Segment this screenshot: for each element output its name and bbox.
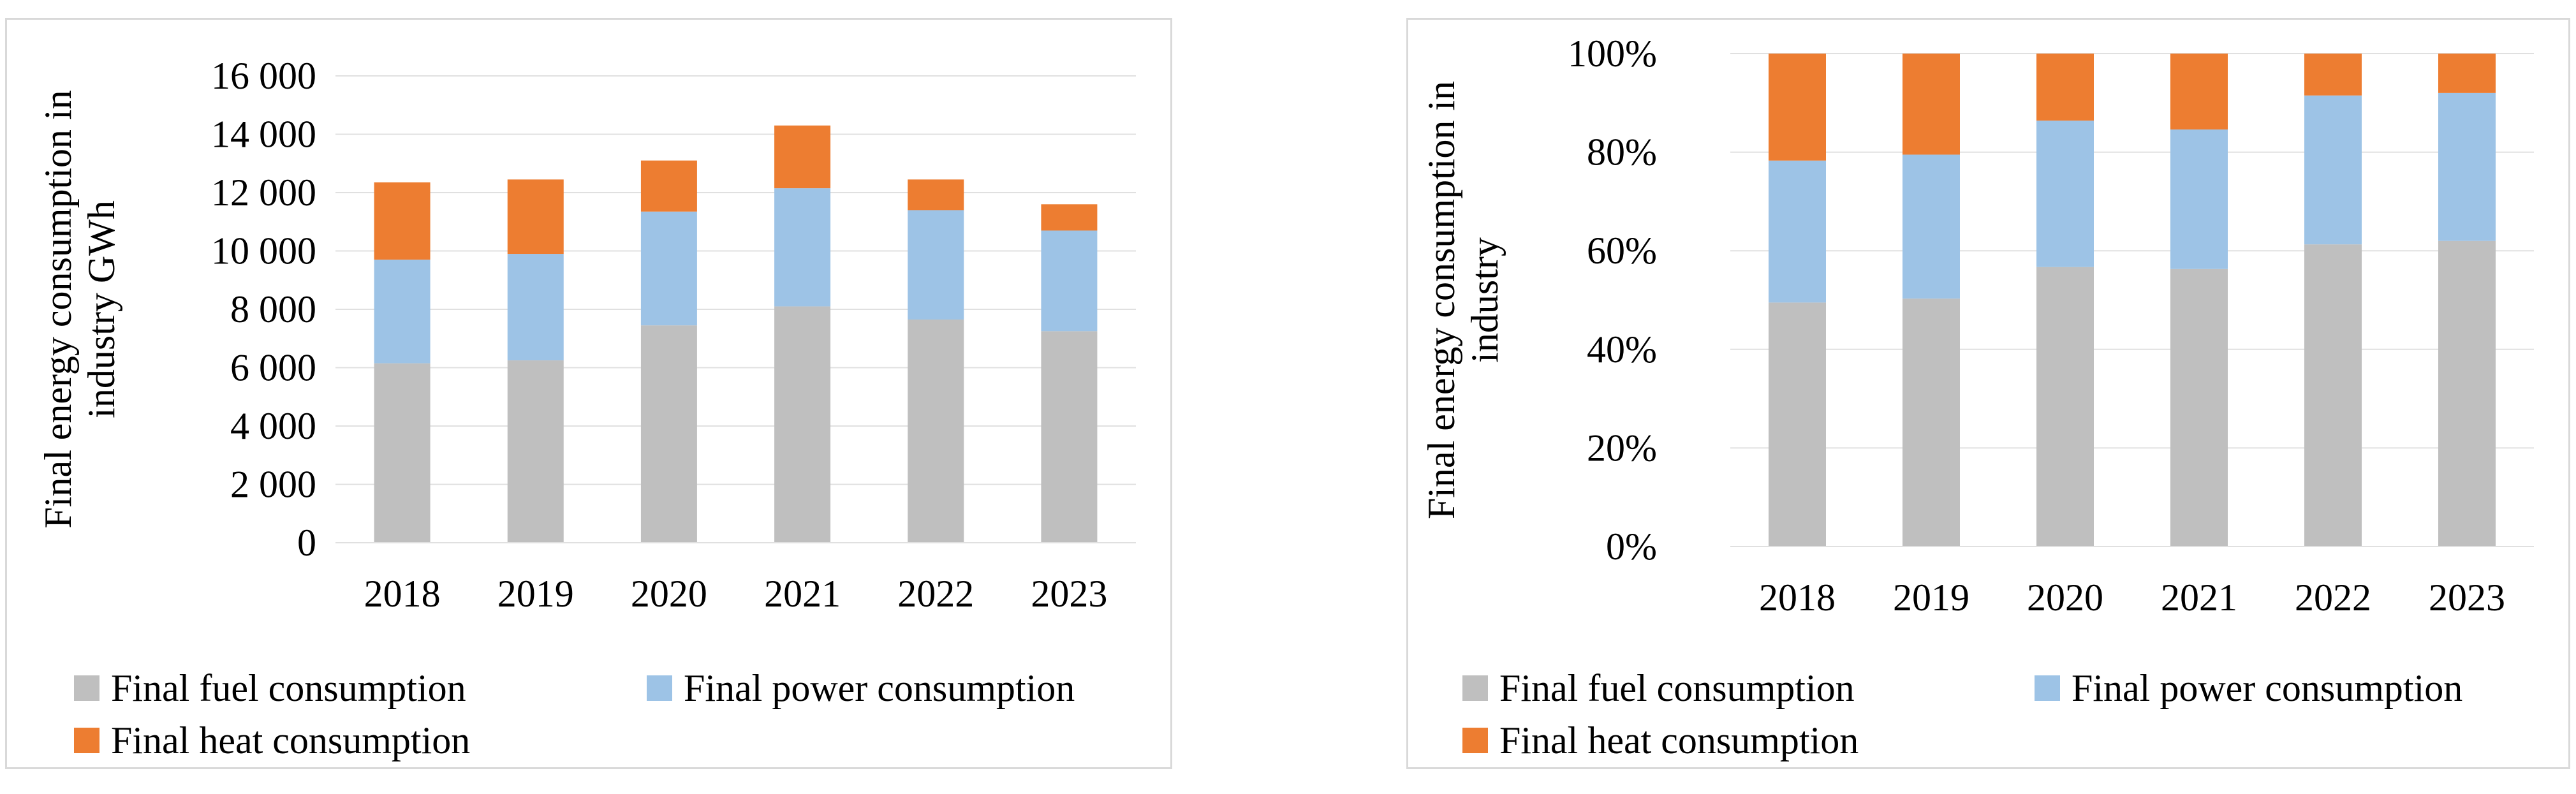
legend-item-heat: Final heat consumption	[74, 721, 470, 760]
chart-percent-plot: 0% 20% 40% 60% 80% 100% 2018 2019 2020 2021 2022 20…	[1420, 33, 2534, 619]
bar-heat-2023	[2438, 54, 2496, 93]
bar-heat-2019	[507, 179, 564, 254]
y-tick-label: 0	[297, 522, 316, 564]
bar-power-2020	[640, 211, 697, 326]
bar-heat-2018	[374, 182, 431, 260]
x-tick-label: 2018	[364, 573, 441, 615]
bar-power-2022	[908, 210, 964, 320]
x-tick-label: 2020	[631, 573, 707, 615]
bar-power-2018	[1769, 160, 1826, 303]
x-tick-label: 2018	[1759, 577, 1836, 619]
bar-power-2019	[507, 254, 564, 361]
y-tick-label: 0%	[1606, 526, 1657, 568]
y-tick-label: 2 000	[230, 464, 316, 506]
chart-panel-absolute: 0 2 000 4 000 6 000 8 000 10 000 12 000 14 000 1…	[5, 18, 1172, 769]
bar-fuel-2020	[640, 325, 697, 543]
legend-label-power: Final power consumption	[684, 667, 1075, 709]
y-tick-label: 12 000	[211, 172, 316, 214]
x-tick-label: 2021	[2161, 577, 2237, 619]
bar-power-2019	[1903, 154, 1960, 299]
y-axis-label-line: Final energy consumption in	[1420, 81, 1462, 519]
y-tick-label: 10 000	[211, 230, 316, 272]
y-axis-label-line: industry	[1464, 237, 1506, 363]
legend-label-power: Final power consumption	[2072, 667, 2463, 709]
y-tick-label: 8 000	[230, 288, 316, 330]
bar-fuel-2021	[2170, 268, 2228, 547]
x-tick-label: 2019	[1893, 577, 1969, 619]
bar-heat-2021	[2170, 54, 2228, 130]
bar-fuel-2019	[507, 360, 564, 543]
y-tick-label: 6 000	[230, 347, 316, 389]
legend-label-heat: Final heat consumption	[1499, 719, 1859, 761]
x-tick-label: 2023	[1031, 573, 1107, 615]
bar-power-2023	[2438, 92, 2496, 241]
legend-swatch-heat	[74, 728, 99, 753]
x-tick-label: 2019	[497, 573, 574, 615]
legend-item-power: Final power consumption	[2035, 669, 2462, 707]
bar-fuel-2020	[2036, 267, 2094, 547]
legend-swatch-heat	[1462, 728, 1488, 753]
bar-power-2021	[2170, 129, 2228, 269]
legend-item-fuel: Final fuel consumption	[74, 669, 466, 707]
bar-power-2018	[374, 260, 431, 364]
legend-label-fuel: Final fuel consumption	[1499, 667, 1855, 709]
x-tick-label: 2022	[897, 573, 974, 615]
bar-power-2021	[774, 188, 831, 307]
bar-heat-2023	[1041, 204, 1098, 231]
y-tick-label: 20%	[1587, 427, 1657, 469]
legend-swatch-fuel	[1462, 675, 1488, 701]
x-tick-label: 2021	[764, 573, 841, 615]
x-tick-label: 2020	[2027, 577, 2103, 619]
bar-fuel-2022	[2304, 244, 2362, 547]
legend-swatch-fuel	[74, 675, 99, 701]
bar-fuel-2021	[774, 306, 831, 543]
y-tick-label: 60%	[1587, 230, 1657, 272]
x-tick-label: 2022	[2295, 577, 2371, 619]
bar-heat-2018	[1769, 54, 1826, 161]
y-tick-label: 4 000	[230, 405, 316, 447]
y-tick-label: 80%	[1587, 131, 1657, 173]
y-tick-label: 100%	[1568, 33, 1657, 75]
legend-swatch-power	[2035, 675, 2060, 701]
legend-item-heat: Final heat consumption	[1462, 721, 1858, 760]
chart-panel-percent: 0% 20% 40% 60% 80% 100% 2018 2019 2020 2021 2022 20…	[1406, 18, 2570, 769]
bar-fuel-2018	[1769, 302, 1826, 547]
bar-power-2020	[2036, 121, 2094, 267]
bar-power-2023	[1041, 230, 1098, 332]
legend-item-fuel: Final fuel consumption	[1462, 669, 1855, 707]
y-axis-label-line: Final energy consumption in	[37, 90, 79, 528]
bar-heat-2022	[908, 179, 964, 210]
bar-heat-2021	[774, 125, 831, 189]
legend-swatch-power	[647, 675, 672, 701]
chart-absolute-plot: 0 2 000 4 000 6 000 8 000 10 000 12 000 14 000 1…	[37, 55, 1136, 615]
y-tick-label: 14 000	[211, 114, 316, 156]
bar-fuel-2019	[1903, 298, 1960, 547]
bar-heat-2020	[2036, 54, 2094, 121]
bar-fuel-2023	[2438, 240, 2496, 547]
legend-label-heat: Final heat consumption	[111, 719, 471, 761]
bar-fuel-2018	[374, 363, 431, 543]
bar-heat-2022	[2304, 54, 2362, 96]
legend-label-fuel: Final fuel consumption	[111, 667, 466, 709]
y-axis-label-line: industry GWh	[80, 200, 122, 418]
legend-item-power: Final power consumption	[647, 669, 1075, 707]
y-axis-label: Final energy consumption inindustry GWh	[37, 90, 122, 528]
bar-fuel-2023	[1041, 331, 1098, 543]
x-tick-label: 2023	[2429, 577, 2505, 619]
y-axis-label: Final energy consumption inindustry	[1420, 81, 1506, 519]
y-tick-label: 40%	[1587, 328, 1657, 371]
y-tick-label: 16 000	[211, 55, 316, 97]
bar-heat-2019	[1903, 54, 1960, 155]
bar-heat-2020	[640, 160, 697, 212]
bar-power-2022	[2304, 95, 2362, 245]
bar-fuel-2022	[908, 320, 964, 543]
